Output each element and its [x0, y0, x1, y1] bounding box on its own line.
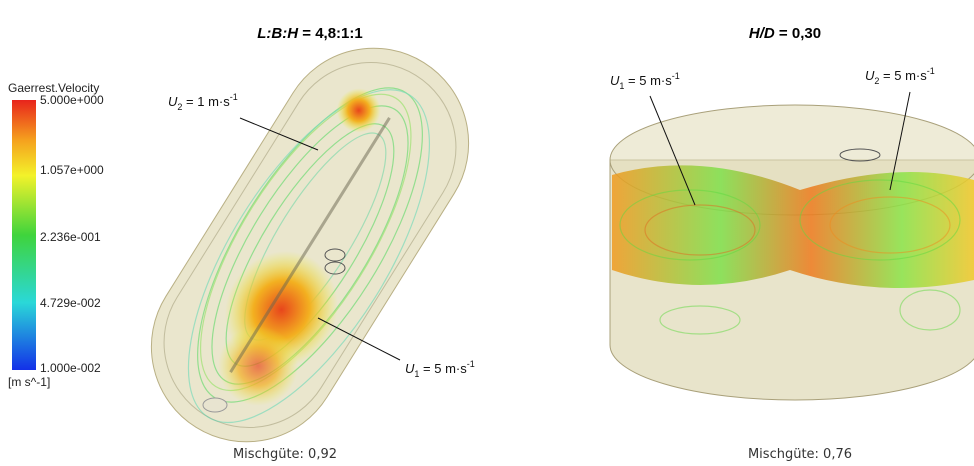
colorbar-label: 1.000e-002 — [40, 361, 101, 375]
page: L:B:H = 4,8:1:1 Gaerrest.Velocity 5.000e… — [0, 0, 974, 466]
title-value: = 0,30 — [775, 25, 821, 42]
title-value: = 4,8:1:1 — [298, 25, 363, 42]
tank-left — [116, 12, 505, 466]
superscript: -1 — [467, 359, 475, 369]
caption: Mischgüte: 0,92 — [233, 447, 337, 462]
text: = 5 m·s — [419, 361, 467, 376]
annotation: U2 = 5 m·s-1 — [865, 66, 935, 86]
superscript: -1 — [230, 92, 238, 102]
colorbar-label: 2.236e-001 — [40, 230, 101, 244]
right-title: H/D = 0,30 — [749, 25, 821, 42]
annotation: U1 = 5 m·s-1 — [405, 359, 475, 379]
superscript: -1 — [672, 71, 680, 81]
text: = 1 m·s — [182, 94, 230, 109]
title-var: H/D — [749, 25, 775, 42]
annotation: U1 = 5 m·s-1 — [610, 71, 680, 91]
superscript: -1 — [927, 66, 935, 76]
colorbar — [12, 100, 36, 370]
title-var: L:B:H — [257, 25, 299, 42]
colorbar-label: 5.000e+000 — [40, 93, 104, 107]
colorbar-label: 4.729e-002 — [40, 296, 101, 310]
figure: L:B:H = 4,8:1:1 Gaerrest.Velocity 5.000e… — [0, 0, 974, 466]
colorbar-label: 1.057e+000 — [40, 163, 104, 177]
tank-right — [610, 105, 974, 400]
annotation: U2 = 1 m·s-1 — [168, 92, 238, 112]
left-title: L:B:H = 4,8:1:1 — [257, 25, 362, 42]
colorbar-unit: [m s^-1] — [8, 375, 50, 389]
text: = 5 m·s — [624, 73, 672, 88]
text: = 5 m·s — [879, 68, 927, 83]
caption: Mischgüte: 0,76 — [748, 447, 852, 462]
